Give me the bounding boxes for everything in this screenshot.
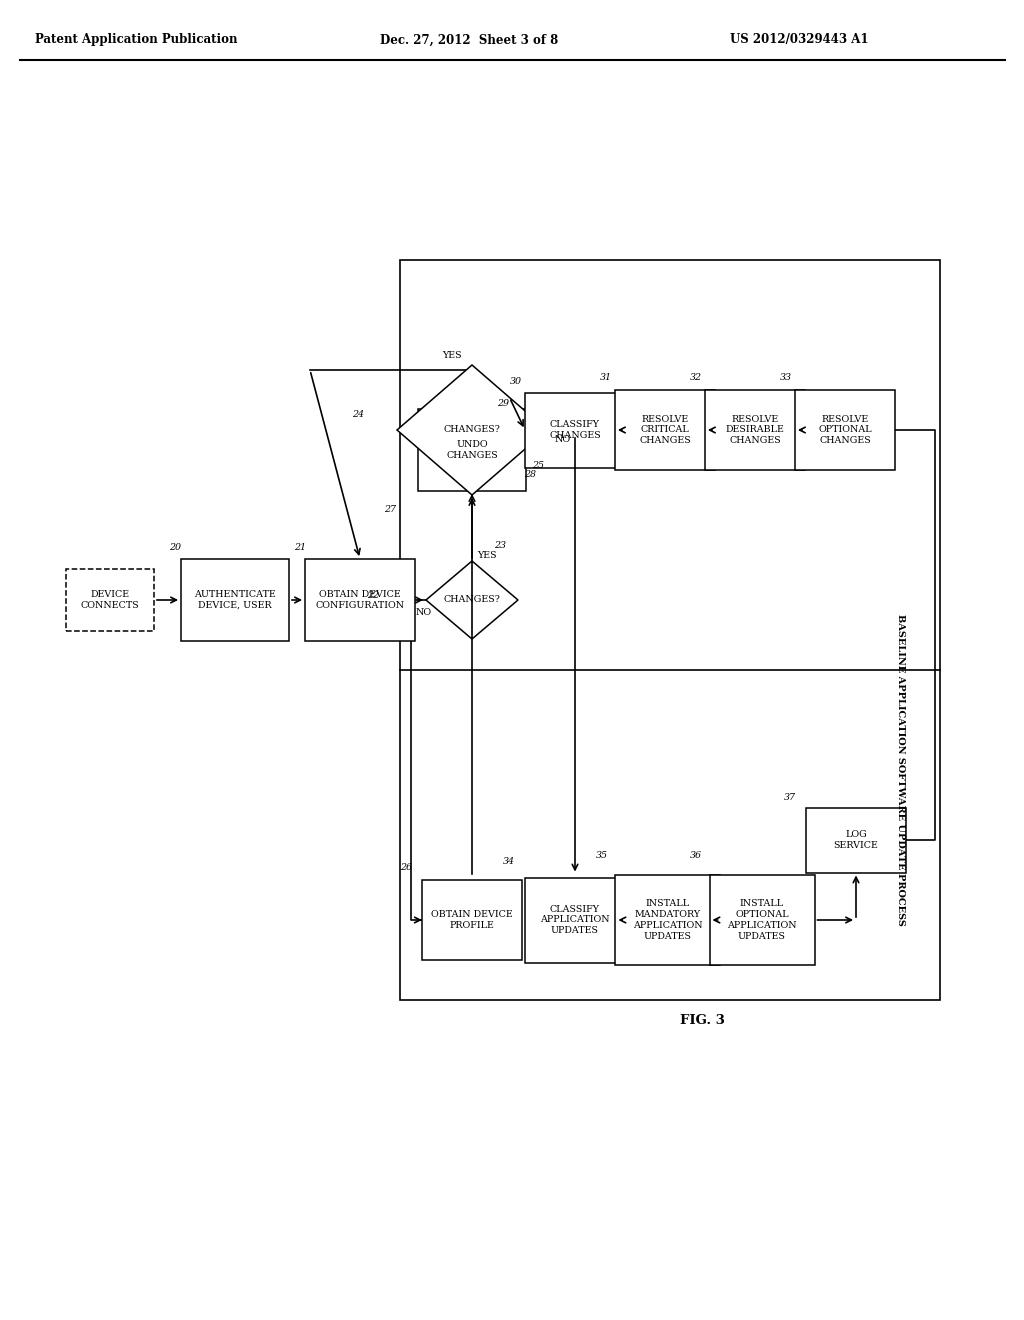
FancyBboxPatch shape [705, 389, 805, 470]
Text: 32: 32 [690, 372, 702, 381]
FancyBboxPatch shape [525, 878, 625, 962]
Text: 21: 21 [294, 544, 306, 553]
Polygon shape [397, 366, 547, 495]
Text: INSTALL
MANDATORY
APPLICATION
UPDATES: INSTALL MANDATORY APPLICATION UPDATES [633, 899, 702, 941]
Text: 33: 33 [780, 372, 792, 381]
FancyBboxPatch shape [181, 558, 289, 642]
FancyBboxPatch shape [525, 392, 625, 467]
Text: CHANGES?: CHANGES? [443, 425, 501, 434]
Text: 37: 37 [784, 793, 796, 803]
Text: 26: 26 [400, 862, 412, 871]
Text: 28: 28 [524, 470, 536, 479]
FancyBboxPatch shape [615, 389, 715, 470]
Text: CLASSIFY
APPLICATION
UPDATES: CLASSIFY APPLICATION UPDATES [541, 904, 610, 936]
Text: Patent Application Publication: Patent Application Publication [35, 33, 238, 46]
Text: Dec. 27, 2012  Sheet 3 of 8: Dec. 27, 2012 Sheet 3 of 8 [380, 33, 558, 46]
Text: OBTAIN DEVICE
PROFILE: OBTAIN DEVICE PROFILE [431, 909, 513, 929]
Text: 20: 20 [169, 544, 181, 553]
FancyBboxPatch shape [66, 569, 154, 631]
Text: 29: 29 [497, 400, 509, 408]
FancyBboxPatch shape [806, 808, 906, 873]
Text: 27: 27 [384, 506, 396, 515]
Text: OBTAIN DEVICE
CONFIGURATION: OBTAIN DEVICE CONFIGURATION [315, 590, 404, 610]
Text: BASELINE APPLICATION SOFTWARE UPDATE PROCESS: BASELINE APPLICATION SOFTWARE UPDATE PRO… [896, 614, 904, 925]
Text: YES: YES [442, 351, 462, 360]
Text: YES: YES [477, 550, 497, 560]
Text: RESOLVE
CRITICAL
CHANGES: RESOLVE CRITICAL CHANGES [639, 414, 691, 445]
Text: 36: 36 [690, 850, 702, 859]
FancyBboxPatch shape [795, 389, 895, 470]
Text: AUTHENTICATE
DEVICE, USER: AUTHENTICATE DEVICE, USER [195, 590, 275, 610]
Text: 25: 25 [532, 461, 544, 470]
FancyBboxPatch shape [305, 558, 415, 642]
Text: CHANGES?: CHANGES? [443, 595, 501, 605]
FancyBboxPatch shape [418, 409, 526, 491]
FancyBboxPatch shape [422, 880, 522, 960]
Text: RESOLVE
OPTIONAL
CHANGES: RESOLVE OPTIONAL CHANGES [818, 414, 871, 445]
Text: 23: 23 [494, 540, 506, 549]
Text: 34: 34 [503, 858, 515, 866]
Polygon shape [426, 561, 518, 639]
Text: CLASSIFY
CHANGES: CLASSIFY CHANGES [549, 420, 601, 440]
Text: DEVICE
CONNECTS: DEVICE CONNECTS [81, 590, 139, 610]
FancyBboxPatch shape [400, 260, 940, 1001]
Text: RESOLVE
DESIRABLE
CHANGES: RESOLVE DESIRABLE CHANGES [726, 414, 784, 445]
FancyBboxPatch shape [615, 875, 721, 965]
Text: FIG. 3: FIG. 3 [680, 1014, 725, 1027]
Text: NO: NO [555, 436, 571, 445]
Text: INSTALL
OPTIONAL
APPLICATION
UPDATES: INSTALL OPTIONAL APPLICATION UPDATES [727, 899, 797, 941]
Text: 22: 22 [367, 590, 379, 599]
Text: 31: 31 [600, 372, 612, 381]
Text: 24: 24 [352, 411, 364, 420]
Text: NO: NO [416, 609, 432, 616]
Text: LOG
SERVICE: LOG SERVICE [834, 830, 879, 850]
Text: UNDO
CHANGES: UNDO CHANGES [446, 440, 498, 459]
FancyBboxPatch shape [710, 875, 814, 965]
Text: US 2012/0329443 A1: US 2012/0329443 A1 [730, 33, 868, 46]
Text: 35: 35 [596, 850, 608, 859]
Text: 30: 30 [510, 378, 522, 387]
